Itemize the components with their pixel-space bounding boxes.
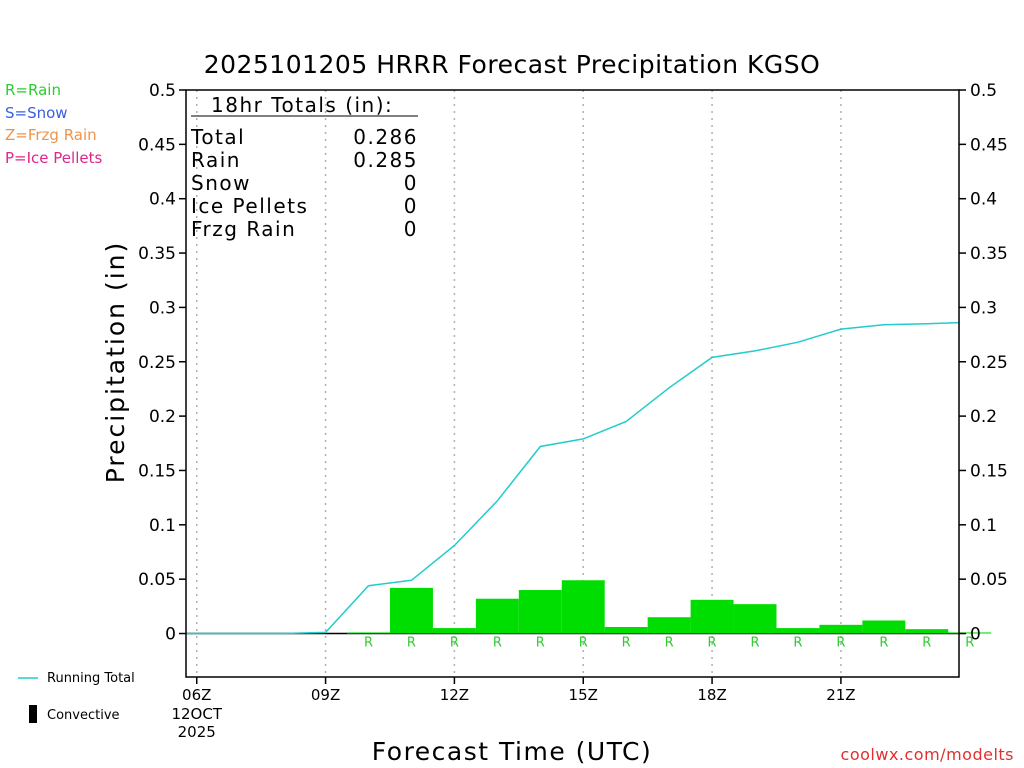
y-tick-label-right: 0 xyxy=(970,625,981,645)
y-tick-label-right: 0.2 xyxy=(970,407,997,427)
precip-bar xyxy=(776,628,820,634)
precip-bar xyxy=(905,629,949,634)
x-tick-sublabel: 2025 xyxy=(178,723,216,741)
y-tick-label-right: 0.45 xyxy=(970,135,1008,155)
y-tick-label-left: 0.45 xyxy=(138,135,176,155)
precip-type-label: R xyxy=(364,636,373,651)
y-tick-label-right: 0.5 xyxy=(970,81,997,101)
precip-type-label: R xyxy=(879,636,888,651)
precip-type-label: R xyxy=(493,636,502,651)
totals-row-label: Total xyxy=(190,125,245,149)
precip-bar xyxy=(432,628,476,634)
precip-type-label: R xyxy=(836,636,845,651)
y-tick-label-left: 0.1 xyxy=(149,516,176,536)
precip-type-label: R xyxy=(579,636,588,651)
y-tick-label-right: 0.15 xyxy=(970,461,1008,481)
y-tick-label-left: 0.2 xyxy=(149,407,176,427)
totals-row-value: 0.285 xyxy=(353,148,418,172)
y-tick-label-right: 0.1 xyxy=(970,516,997,536)
x-tick-label-15Z: 15Z xyxy=(569,686,598,704)
y-tick-label-right: 0.4 xyxy=(970,190,997,210)
y-tick-label-left: 0.4 xyxy=(149,190,176,210)
precip-bar xyxy=(733,604,777,634)
y-tick-label-right: 0.35 xyxy=(970,244,1008,264)
bottom-legend: Running Total Convective xyxy=(18,671,135,723)
precip-bar xyxy=(604,626,648,634)
precip-type-label: R xyxy=(965,636,974,651)
totals-row-value: 0 xyxy=(404,194,418,218)
totals-box: 18hr Totals (in): Total 0.286 Rain 0.285 Sno… xyxy=(190,93,418,241)
plot-frame xyxy=(185,89,960,678)
y-tick-label-right: 0.05 xyxy=(970,570,1008,590)
y-axis-label: Precipitation (in) xyxy=(101,241,130,484)
y-tick-label-right: 0.3 xyxy=(970,298,997,318)
precip-bar xyxy=(389,587,433,634)
x-tick-sublabel: 12OCT xyxy=(171,705,222,723)
precip-type-label: R xyxy=(793,636,802,651)
totals-header: 18hr Totals (in): xyxy=(211,93,393,117)
x-tick-label-09Z: 09Z xyxy=(311,686,340,704)
precip-bar xyxy=(475,598,519,634)
y-tick-label-left: 0 xyxy=(165,625,176,645)
convective-legend-swatch xyxy=(29,705,37,723)
totals-row-label: Ice Pellets xyxy=(191,194,308,218)
legend-snow: S=Snow xyxy=(5,104,68,122)
credit-link[interactable]: coolwx.com/modelts xyxy=(840,745,1014,764)
precip-type-label: R xyxy=(536,636,545,651)
y-tick-label-right: 0.25 xyxy=(970,353,1008,373)
totals-row-label: Frzg Rain xyxy=(191,217,296,241)
convective-legend-label: Convective xyxy=(47,708,120,723)
precip-type-label: R xyxy=(708,636,717,651)
x-tick-label-06Z: 06Z xyxy=(182,686,211,704)
totals-row-value: 0 xyxy=(404,171,418,195)
y-tick-label-left: 0.25 xyxy=(138,353,176,373)
y-tick-label-left: 0.35 xyxy=(138,244,176,264)
precip-type-label: R xyxy=(407,636,416,651)
axis-ticks: 0 00.05 0.050.1 0.10.15 0.150.2 0.20.25 0.250.… xyxy=(138,81,1008,741)
x-axis-label: Forecast Time (UTC) xyxy=(372,737,652,766)
precip-bar xyxy=(518,590,562,634)
precip-type-label: R xyxy=(750,636,759,651)
y-tick-label-left: 0.3 xyxy=(149,298,176,318)
x-tick-label-18Z: 18Z xyxy=(697,686,726,704)
precip-bar xyxy=(690,599,734,634)
x-tick-label-12Z: 12Z xyxy=(440,686,469,704)
precip-bar xyxy=(819,624,863,634)
totals-row-value: 0.286 xyxy=(353,125,418,149)
precip-type-label: R xyxy=(922,636,931,651)
legend-rain: R=Rain xyxy=(5,81,61,99)
running-total-line xyxy=(186,321,960,635)
precip-bars xyxy=(347,580,992,634)
totals-row-label: Rain xyxy=(191,148,241,172)
precip-type-label: R xyxy=(665,636,674,651)
precip-bar xyxy=(647,617,691,634)
y-tick-label-left: 0.05 xyxy=(138,570,176,590)
chart-title: 2025101205 HRRR Forecast Precipitation K… xyxy=(203,50,821,79)
precip-type-label: R xyxy=(450,636,459,651)
running-total-legend-label: Running Total xyxy=(47,671,135,686)
x-tick-label-21Z: 21Z xyxy=(826,686,855,704)
legend-freezing-rain: Z=Frzg Rain xyxy=(5,126,97,144)
totals-row-label: Snow xyxy=(191,171,251,195)
y-tick-label-left: 0.5 xyxy=(149,81,176,101)
precip-bar xyxy=(862,620,906,634)
y-tick-label-left: 0.15 xyxy=(138,461,176,481)
precip-bar xyxy=(948,632,992,634)
precip-type-label: R xyxy=(622,636,631,651)
legend-ice-pellets: P=Ice Pellets xyxy=(5,149,103,167)
totals-row-value: 0 xyxy=(404,217,418,241)
precip-bar xyxy=(347,632,390,634)
precip-bar xyxy=(561,580,605,634)
